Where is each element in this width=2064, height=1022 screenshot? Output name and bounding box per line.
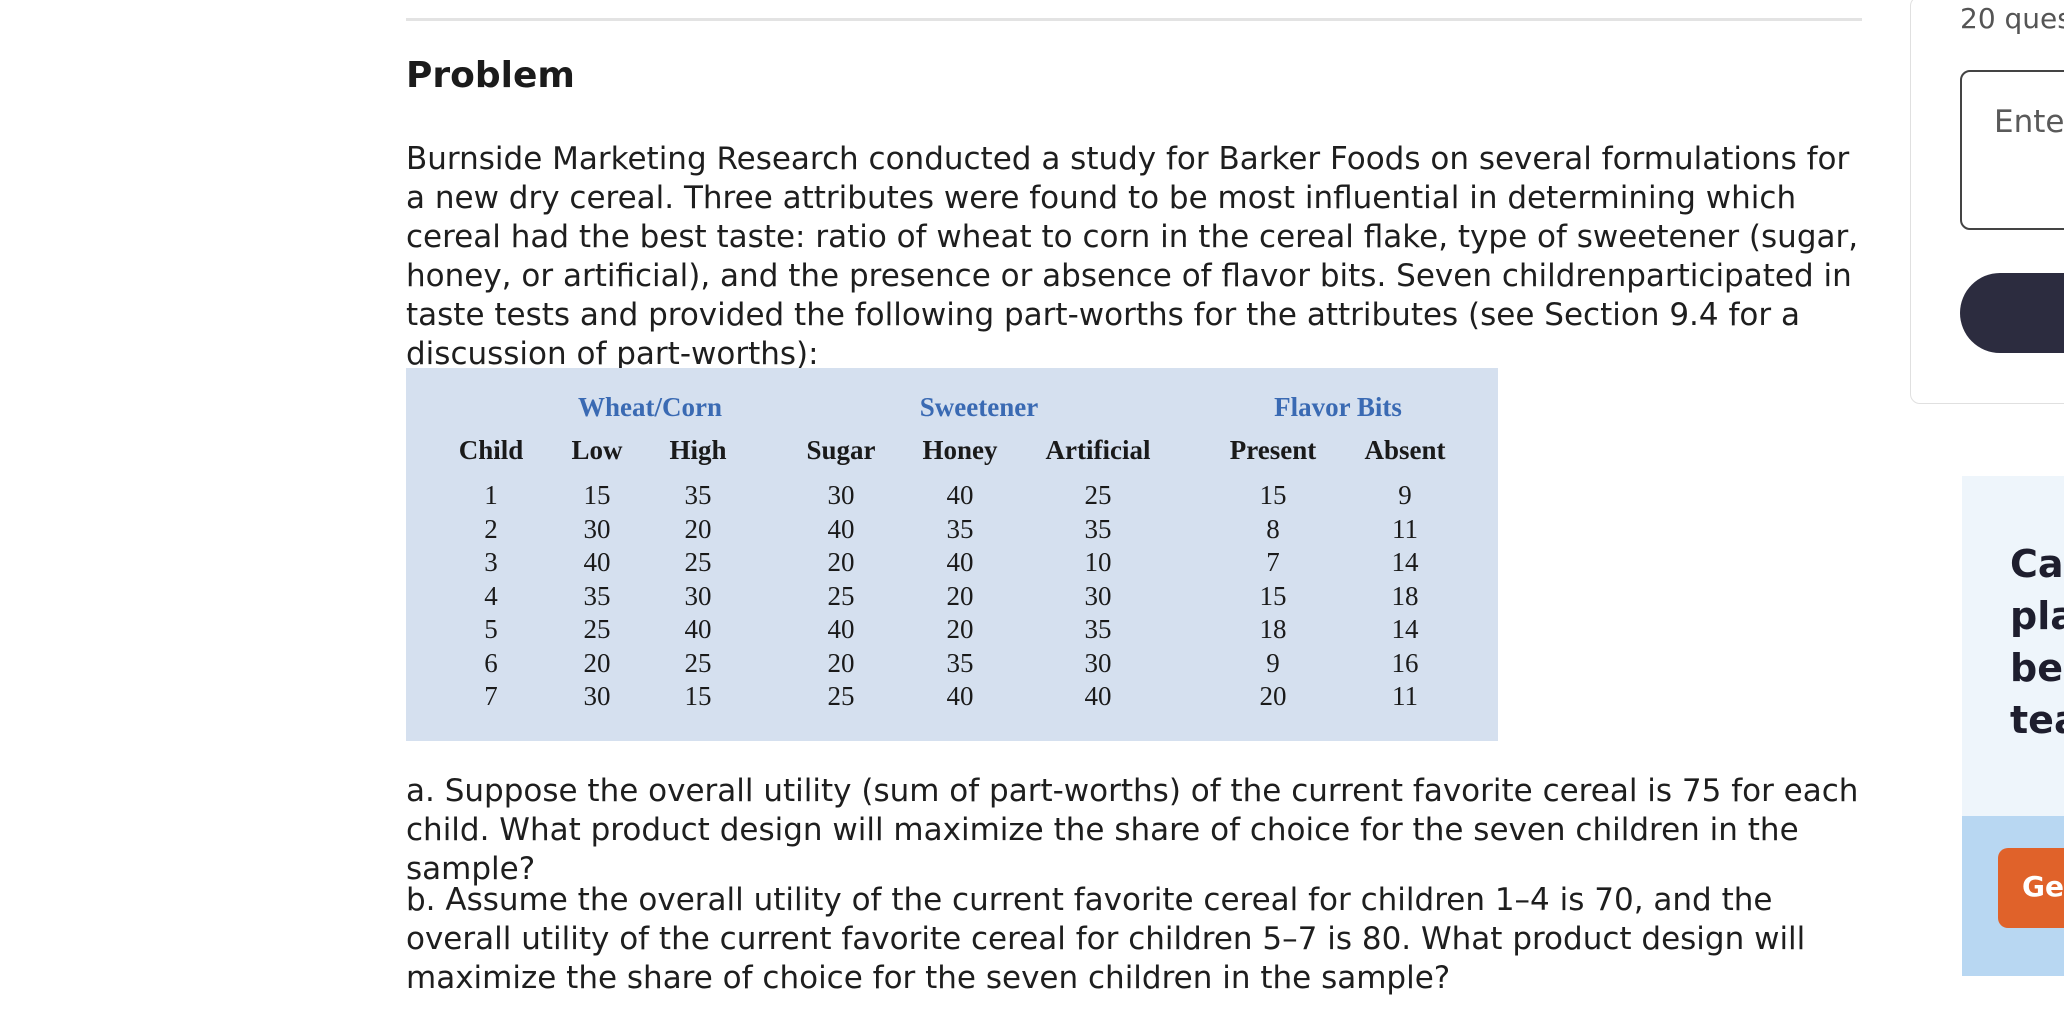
table-cell: 25 xyxy=(583,614,611,644)
table-cell: 35 xyxy=(1084,614,1112,644)
table-cell: 30 xyxy=(583,513,611,544)
part-worths-table: Wheat/Corn Sweetener Flavor Bits Child Lo… xyxy=(406,368,1498,741)
table-cell: 20 xyxy=(946,580,974,611)
promo-button-label: Ge xyxy=(2022,870,2064,903)
group-header-sweetener: Sweetener xyxy=(919,392,1039,422)
table-cell: 6 xyxy=(484,647,498,678)
table-cell: 40 xyxy=(827,513,855,544)
table-cell: 40 xyxy=(827,614,855,644)
table-cell: 30 xyxy=(684,580,712,611)
table-cell: 20 xyxy=(827,547,855,577)
top-divider xyxy=(406,18,1862,21)
column-header-4: Honey xyxy=(922,435,998,465)
group-header-flavor-bits: Flavor Bits xyxy=(1274,392,1402,422)
question-b: b. Assume the overall utility of the cur… xyxy=(406,882,1806,996)
promo-title: Ca pla be tea xyxy=(2010,542,2064,742)
table-cell: 40 xyxy=(946,681,974,711)
column-header-3: Sugar xyxy=(806,435,876,465)
problem-heading: Problem xyxy=(406,55,575,96)
table-cell: 25 xyxy=(1084,480,1112,510)
table-cell: 16 xyxy=(1391,647,1419,678)
table-cell: 14 xyxy=(1391,614,1419,644)
table-cell: 35 xyxy=(684,480,712,510)
column-header-2: High xyxy=(669,435,727,465)
table-cell: 25 xyxy=(827,580,855,611)
table-cell: 20 xyxy=(827,647,855,678)
table-cell: 18 xyxy=(1391,580,1419,611)
table-cell: 20 xyxy=(684,513,712,544)
column-header-5: Artificial xyxy=(1045,435,1151,465)
question-a: a. Suppose the overall utility (sum of p… xyxy=(406,773,1859,887)
table-cell: 40 xyxy=(684,614,712,644)
table-cell: 30 xyxy=(1084,580,1112,611)
table-cell: 10 xyxy=(1084,547,1112,577)
table-cell: 35 xyxy=(946,647,974,678)
table-cell: 40 xyxy=(946,547,974,577)
table-cell: 25 xyxy=(827,681,855,711)
table-cell: 40 xyxy=(946,480,974,510)
table-cell: 1 xyxy=(484,480,498,510)
table-cell: 7 xyxy=(1266,547,1280,577)
table-cell: 30 xyxy=(827,480,855,510)
table-cell: 20 xyxy=(946,614,974,644)
promo-panel: Ca pla be tea xyxy=(1962,476,2064,816)
table-cell: 9 xyxy=(1266,647,1280,678)
column-header-7: Absent xyxy=(1364,435,1446,465)
column-header-1: Low xyxy=(571,435,623,465)
table-cell: 20 xyxy=(583,647,611,678)
question-count: 20 quest xyxy=(1960,2,2064,35)
column-header-6: Present xyxy=(1229,435,1317,465)
promo-button[interactable]: Ge xyxy=(1998,848,2064,928)
table-cell: 3 xyxy=(484,547,498,577)
table-cell: 15 xyxy=(684,681,712,711)
table-cell: 11 xyxy=(1392,513,1418,544)
table-cell: 15 xyxy=(583,480,611,510)
table-cell: 40 xyxy=(1084,681,1112,711)
table-cell: 5 xyxy=(484,614,498,644)
table-cell: 15 xyxy=(1259,580,1287,611)
table-cell: 18 xyxy=(1259,614,1287,644)
column-header-0: Child xyxy=(458,435,524,465)
table-cell: 35 xyxy=(583,580,611,611)
table-cell: 30 xyxy=(583,681,611,711)
table-cell: 20 xyxy=(1259,681,1287,711)
table-cell: 35 xyxy=(946,513,974,544)
table-cell: 2 xyxy=(484,513,498,544)
question-input-placeholder: Enter xyxy=(1994,104,2064,140)
table-cell: 14 xyxy=(1391,547,1419,577)
question-input[interactable]: Enter xyxy=(1960,70,2064,230)
problem-intro: Burnside Marketing Research conducted a … xyxy=(406,141,1859,372)
table-cell: 15 xyxy=(1259,480,1287,510)
table-cell: 11 xyxy=(1392,681,1418,711)
table-cell: 25 xyxy=(684,547,712,577)
group-header-wheat-corn: Wheat/Corn xyxy=(578,392,722,422)
table-cell: 40 xyxy=(583,547,611,577)
table-cell: 8 xyxy=(1266,513,1280,544)
table-cell: 35 xyxy=(1084,513,1112,544)
table-cell: 7 xyxy=(484,681,498,711)
table-cell: 9 xyxy=(1398,480,1412,510)
submit-button[interactable] xyxy=(1960,273,2064,353)
table-cell: 30 xyxy=(1084,647,1112,678)
table-cell: 4 xyxy=(484,580,498,611)
table-cell: 25 xyxy=(684,647,712,678)
